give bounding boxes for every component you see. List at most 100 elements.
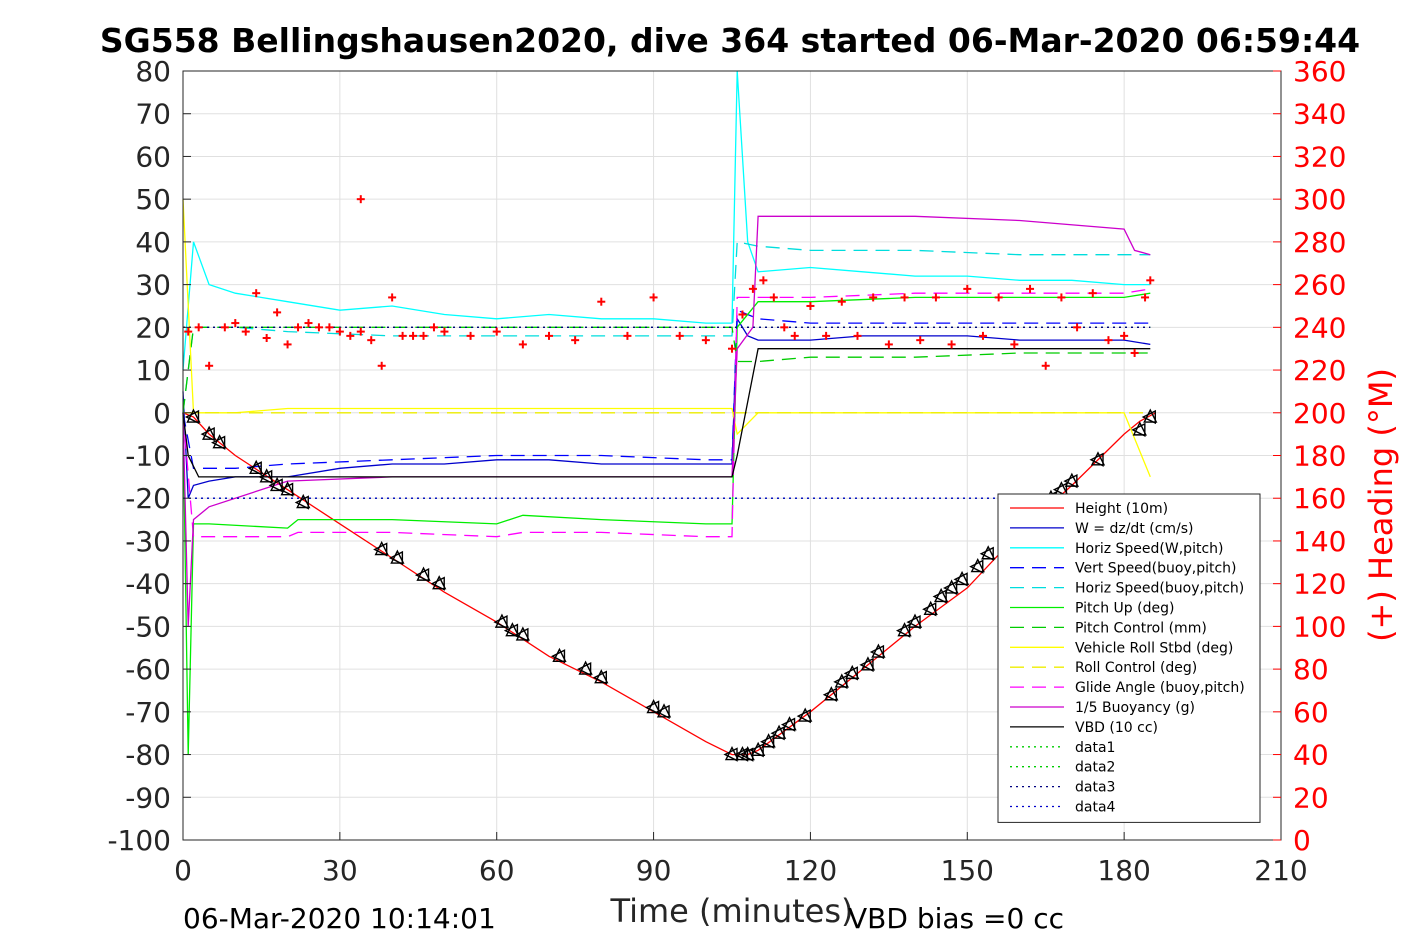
marker-triangle-left bbox=[733, 747, 749, 762]
y-right-tick-label: 280 bbox=[1293, 226, 1346, 259]
marker-triangle bbox=[296, 493, 311, 509]
x-tick-label: 120 bbox=[784, 854, 837, 887]
y-right-tick-label: 300 bbox=[1293, 183, 1346, 216]
marker-triangle-left bbox=[859, 657, 874, 672]
footer-vbd-bias: VBD bias =0 cc bbox=[848, 902, 1064, 935]
heading-point bbox=[377, 361, 386, 370]
y-tick-label: 50 bbox=[135, 183, 171, 216]
heading-point bbox=[780, 323, 789, 332]
heading-point bbox=[806, 301, 815, 310]
y-tick-label: -90 bbox=[125, 781, 171, 814]
y-axis-ticks: -100-90-80-70-60-50-40-30-20-10010203040… bbox=[107, 55, 191, 857]
y-tick-label: -30 bbox=[125, 525, 171, 558]
y-right-tick-label: 200 bbox=[1293, 397, 1346, 430]
marker-triangle-left bbox=[294, 495, 309, 510]
heading-point bbox=[429, 323, 438, 332]
heading-point bbox=[597, 297, 606, 306]
heading-point bbox=[790, 331, 799, 340]
x-tick-label: 210 bbox=[1254, 854, 1307, 887]
heading-point bbox=[1130, 348, 1139, 357]
heading-point bbox=[409, 331, 418, 340]
marker-triangle bbox=[798, 707, 813, 722]
marker-triangle bbox=[1132, 421, 1147, 436]
heading-point bbox=[1120, 331, 1129, 340]
marker-triangle bbox=[656, 703, 672, 718]
marker-triangle bbox=[897, 622, 912, 637]
marker-triangle-left bbox=[211, 435, 226, 450]
x-tick-label: 150 bbox=[941, 854, 994, 887]
y-tick-label: 80 bbox=[135, 55, 171, 88]
heading-point bbox=[1141, 293, 1150, 302]
heading-point bbox=[252, 289, 261, 298]
series-line-8 bbox=[182, 199, 1151, 478]
y-right-tick-label: 0 bbox=[1293, 824, 1311, 857]
y-right-tick-label: 40 bbox=[1293, 739, 1329, 772]
marker-triangle-left bbox=[1131, 422, 1146, 437]
heading-point bbox=[623, 331, 632, 340]
y-right-tick-label: 180 bbox=[1293, 440, 1346, 473]
heading-point bbox=[748, 284, 757, 293]
y-right-tick-label: 100 bbox=[1293, 610, 1346, 643]
heading-point bbox=[388, 293, 397, 302]
legend-box bbox=[997, 493, 1261, 823]
marker-triangle bbox=[259, 468, 274, 483]
heading-point bbox=[356, 327, 365, 336]
series-layer bbox=[182, 70, 1156, 756]
legend-label: data1 bbox=[1075, 740, 1115, 756]
marker-triangle bbox=[751, 741, 766, 756]
marker-triangle-left bbox=[268, 478, 283, 493]
markers bbox=[184, 408, 1158, 762]
marker-triangle bbox=[186, 408, 201, 423]
legend-label: Horiz Speed(buoy,pitch) bbox=[1075, 581, 1244, 597]
heading-point bbox=[1026, 284, 1035, 293]
heading-point bbox=[931, 293, 940, 302]
marker-triangle-left bbox=[577, 661, 592, 677]
x-tick-label: 30 bbox=[322, 854, 358, 887]
legend-label: Vehicle Roll Stbd (deg) bbox=[1075, 640, 1233, 656]
heading-point bbox=[1041, 361, 1050, 370]
marker-triangle bbox=[269, 476, 285, 492]
marker-triangle-left bbox=[493, 614, 508, 630]
y-tick-label: -80 bbox=[125, 739, 171, 772]
heading-point bbox=[492, 327, 501, 336]
marker-triangle-left bbox=[796, 708, 811, 724]
marker-triangle bbox=[1064, 472, 1079, 487]
heading-point bbox=[728, 344, 736, 353]
marker-triangle bbox=[390, 549, 405, 564]
heading-point bbox=[1088, 289, 1097, 298]
heading-point bbox=[701, 336, 710, 345]
marker-triangle-left bbox=[1141, 409, 1156, 425]
marker-triangle bbox=[515, 626, 530, 641]
marker-triangle bbox=[374, 540, 389, 556]
heading-point bbox=[325, 323, 334, 332]
heading-point bbox=[869, 293, 878, 302]
heading-point bbox=[335, 327, 344, 336]
marker-triangle bbox=[212, 434, 227, 449]
marker-triangle-left bbox=[655, 704, 670, 719]
heading-point bbox=[963, 284, 972, 293]
marker-triangle bbox=[923, 600, 938, 615]
marker-triangle bbox=[740, 745, 755, 761]
heading-point bbox=[994, 293, 1003, 302]
marker-triangle-left bbox=[969, 559, 984, 574]
y-axis-right-ticks: 0 20 40 60 80 100 120 140 160 180 200 220 240 260 280 3… bbox=[1273, 55, 1346, 857]
marker-triangle bbox=[782, 716, 797, 731]
y-right-tick-label: 320 bbox=[1293, 140, 1346, 173]
x-axis-ticks: 0 30 60 90 120 150 180 210 bbox=[174, 832, 1308, 887]
heading-point bbox=[294, 323, 303, 332]
marker-triangle bbox=[871, 643, 886, 658]
marker-triangle-left bbox=[247, 461, 262, 476]
marker-triangle bbox=[249, 459, 264, 475]
y-tick-label: 20 bbox=[135, 311, 171, 344]
y-tick-label: -40 bbox=[125, 568, 171, 601]
marker-triangle-left bbox=[953, 572, 968, 587]
y-tick-label: -10 bbox=[125, 440, 171, 473]
marker-triangle bbox=[552, 647, 567, 662]
heading-point bbox=[675, 331, 684, 340]
y-tick-label: 70 bbox=[135, 98, 171, 131]
x-tick-label: 60 bbox=[479, 854, 515, 887]
y-tick-label: 40 bbox=[135, 226, 171, 259]
heading-point bbox=[262, 334, 271, 343]
marker-triangle-left bbox=[749, 743, 764, 758]
